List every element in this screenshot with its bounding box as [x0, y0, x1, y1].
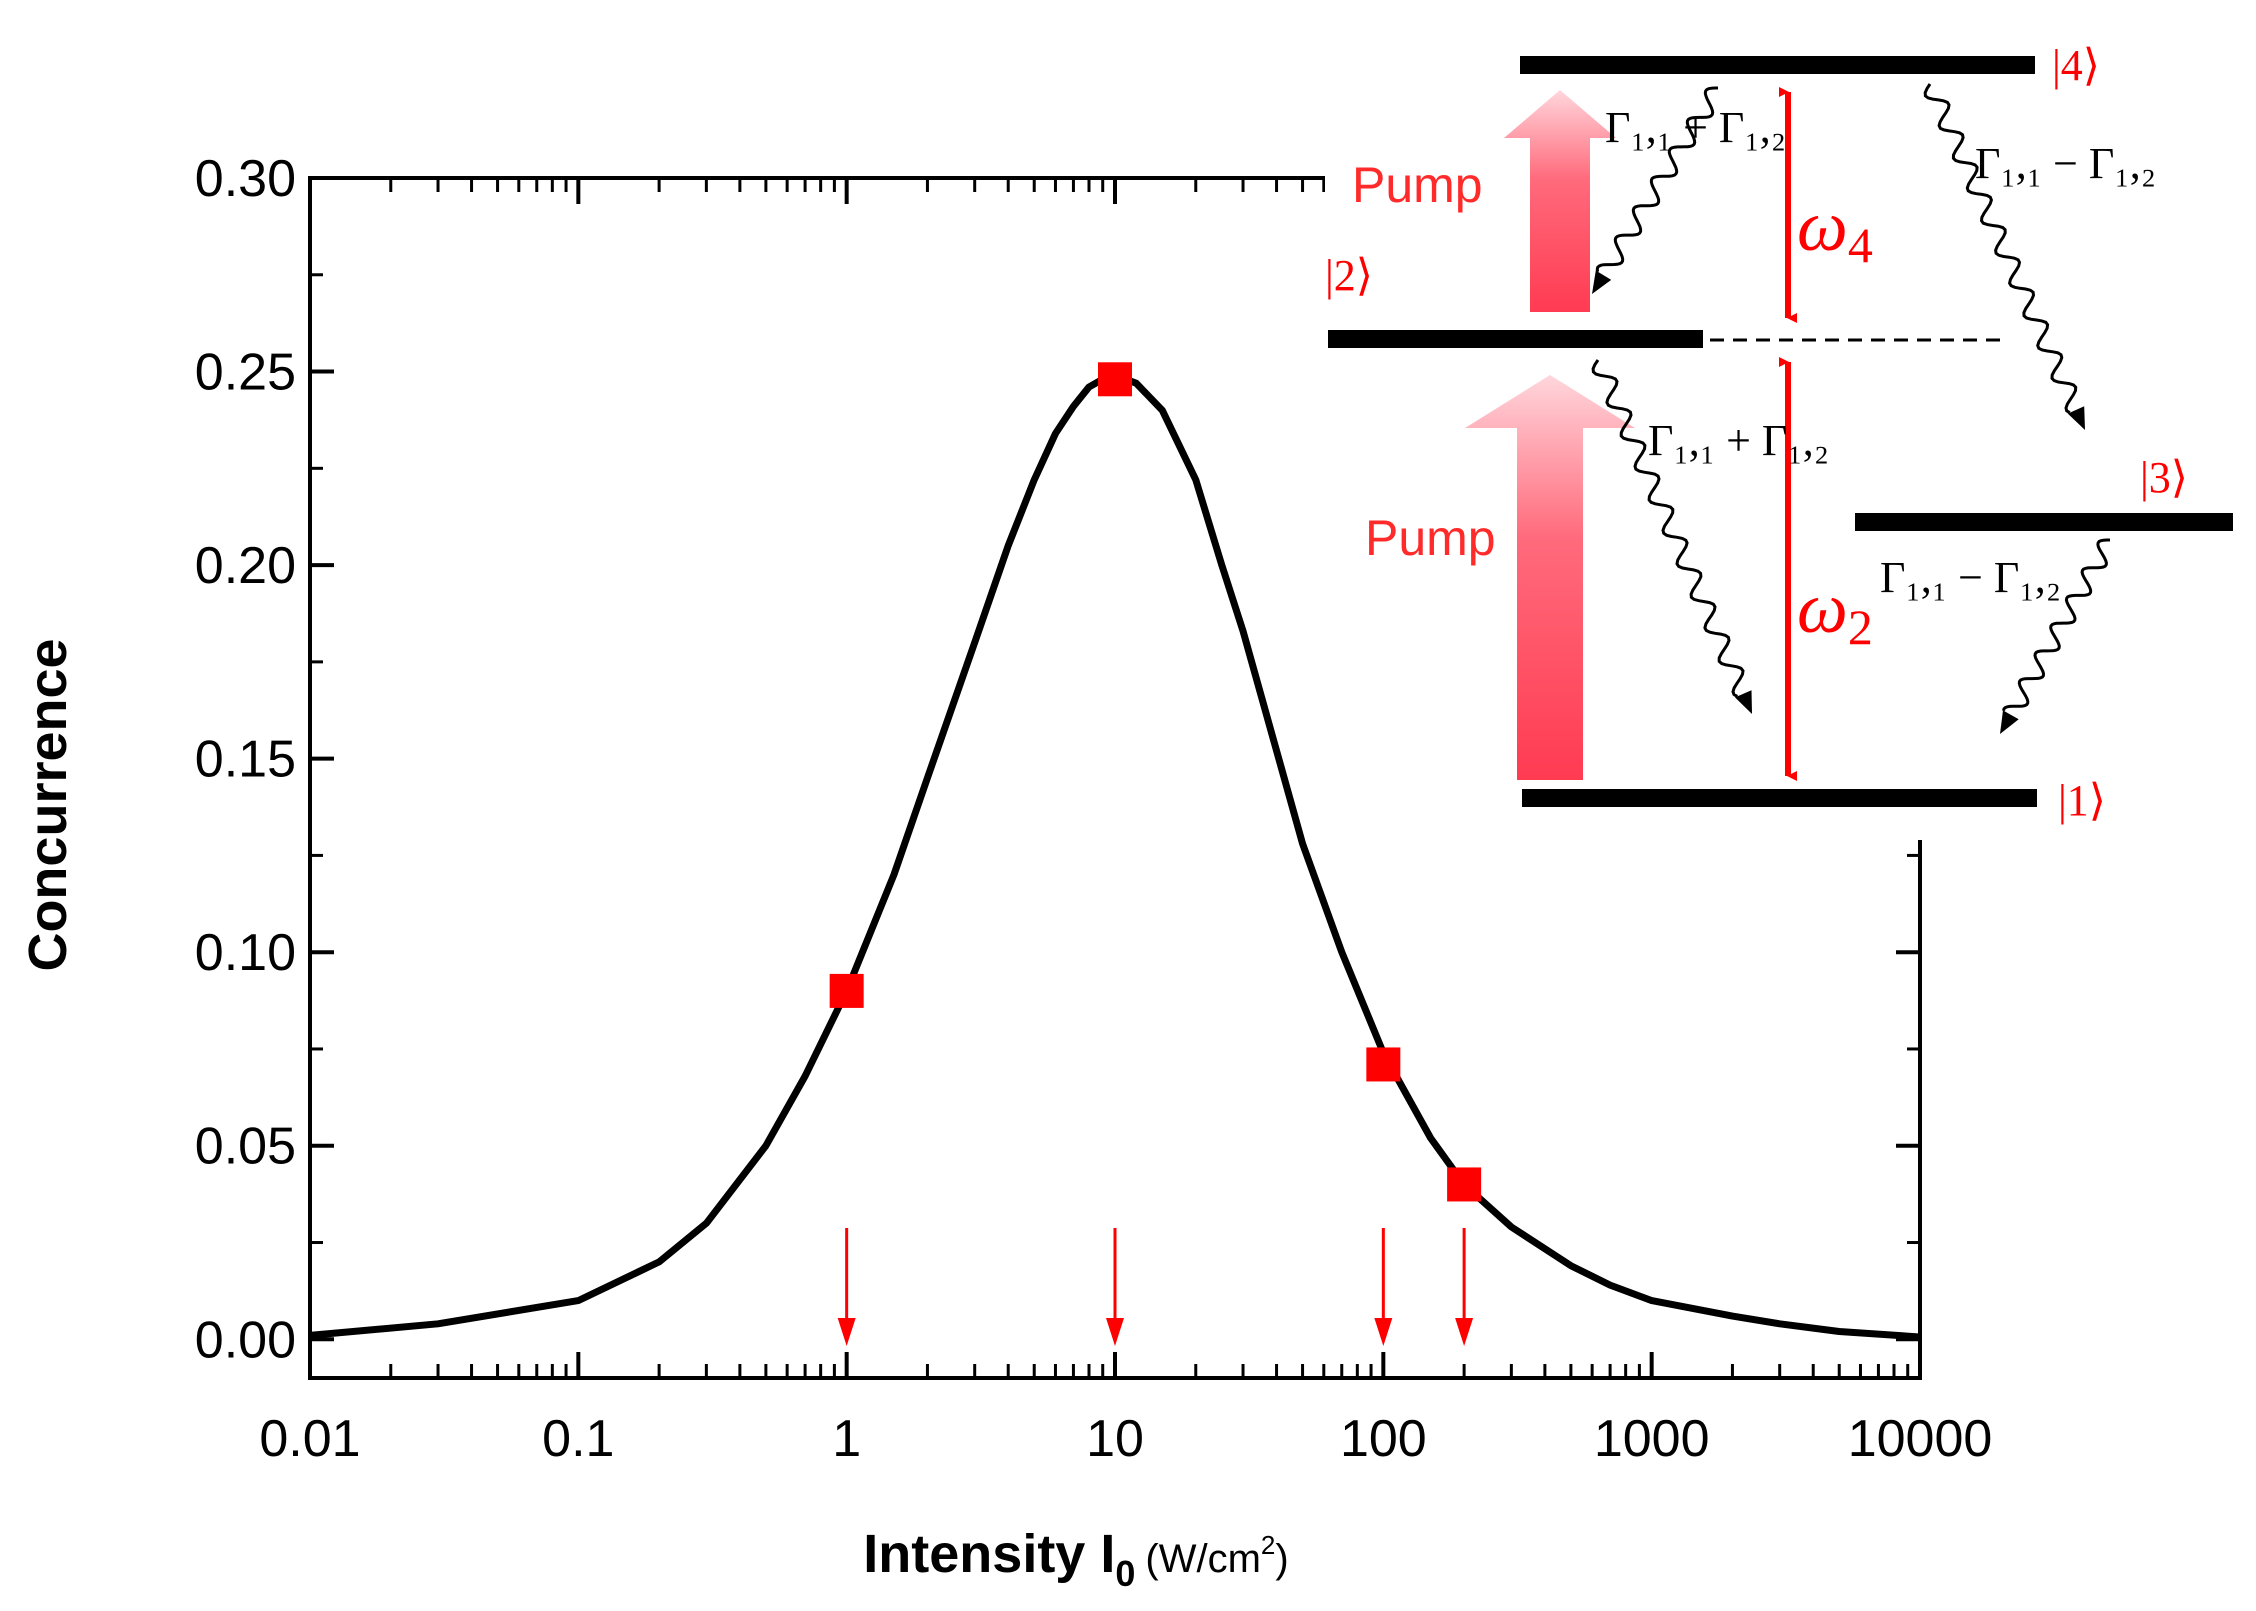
decay-3-to-1-wave — [2002, 538, 2110, 711]
decay-4-to-2-head — [1592, 270, 1612, 294]
y-tick-label: 0.10 — [195, 924, 296, 982]
x-tick-label: 1000 — [1594, 1410, 1710, 1468]
x-tick-label: 10000 — [1848, 1410, 1993, 1468]
x-axis-label-units: (W/cm — [1145, 1537, 1261, 1581]
pump-label-lower: Pump — [1365, 510, 1496, 566]
rate-label-4-to-3: Γ₁,₁ − Γ₁,₂ — [1975, 139, 2156, 188]
x-axis-label-sub: 0 — [1115, 1553, 1135, 1594]
x-tick-label: 0.1 — [542, 1410, 614, 1468]
x-tick-label: 10 — [1086, 1410, 1144, 1468]
state-3-label: |3⟩ — [2140, 453, 2188, 502]
x-tick-label: 0.01 — [259, 1410, 360, 1468]
rate-label-2-to-1: Γ₁,₁ + Γ₁,₂ — [1648, 416, 1829, 465]
y-tick-label: 0.25 — [195, 344, 296, 402]
y-tick-label: 0.20 — [195, 537, 296, 595]
intensity-arrow-head — [1106, 1318, 1124, 1346]
y-tick-label: 0.05 — [195, 1118, 296, 1176]
decay-4-to-2-wave — [1595, 86, 1718, 272]
decay-2-to-1-wave — [1591, 359, 1745, 698]
decay-arrows — [1591, 83, 2110, 734]
level-1 — [1522, 789, 2037, 807]
state-1-label: |1⟩ — [2058, 776, 2106, 825]
plot-area: 0.00 0.05 0.10 0.15 0.20 0.25 0.30 0.01 0.1 1 10 10… — [195, 150, 1993, 1468]
y-tick-label: 0.00 — [195, 1311, 296, 1369]
intensity-arrow-head — [1455, 1318, 1474, 1346]
level-2 — [1328, 330, 1703, 348]
data-point-marker — [1098, 362, 1132, 397]
energy-level-diagram: |4⟩ |2⟩ |3⟩ |1⟩ Pump Pump ω4 ω2 Γ₁,₁ + Γ… — [1325, 30, 2256, 840]
data-point-marker — [829, 973, 864, 1008]
x-tick-label: 1 — [832, 1410, 861, 1468]
decay-4-to-3-wave — [1923, 83, 2078, 414]
pump-arrow-upper — [1504, 90, 1616, 312]
intensity-arrow-head — [837, 1318, 856, 1346]
y-tick-label: 0.30 — [195, 150, 296, 208]
data-point-marker — [1447, 1167, 1482, 1202]
pump-arrow-lower — [1465, 375, 1635, 780]
intensity-arrow-head — [1374, 1318, 1393, 1346]
state-2-label: |2⟩ — [1325, 251, 1373, 300]
omega4-label: ω4 — [1797, 186, 1873, 273]
decay-2-to-1-head — [1735, 690, 1752, 714]
data-point-marker — [1366, 1047, 1401, 1082]
decay-4-to-3-head — [2067, 406, 2085, 430]
state-4-label: |4⟩ — [2052, 41, 2100, 90]
omega2-label: ω2 — [1797, 568, 1873, 655]
x-axis-label-units-sup: 2 — [1261, 1530, 1275, 1560]
x-tick-label: 100 — [1340, 1410, 1427, 1468]
y-tick-label: 0.15 — [195, 731, 296, 789]
concurrence-curve — [309, 371, 1921, 1341]
pump-label-upper: Pump — [1352, 157, 1483, 213]
x-axis-label-main: Intensity I — [863, 1524, 1115, 1584]
level-3 — [1855, 513, 2233, 531]
y-axis-label: Concurrence — [18, 638, 78, 971]
level-4 — [1520, 56, 2035, 74]
rate-label-3-to-1: Γ₁,₁ − Γ₁,₂ — [1880, 553, 2061, 602]
rate-label-4-to-2: Γ₁,₁ + Γ₁,₂ — [1605, 103, 1786, 152]
x-axis-label: Intensity I0 (W/cm2) — [863, 1524, 1288, 1594]
x-axis-label-units-close: ) — [1275, 1537, 1288, 1581]
decay-3-to-1-head — [2000, 710, 2019, 734]
